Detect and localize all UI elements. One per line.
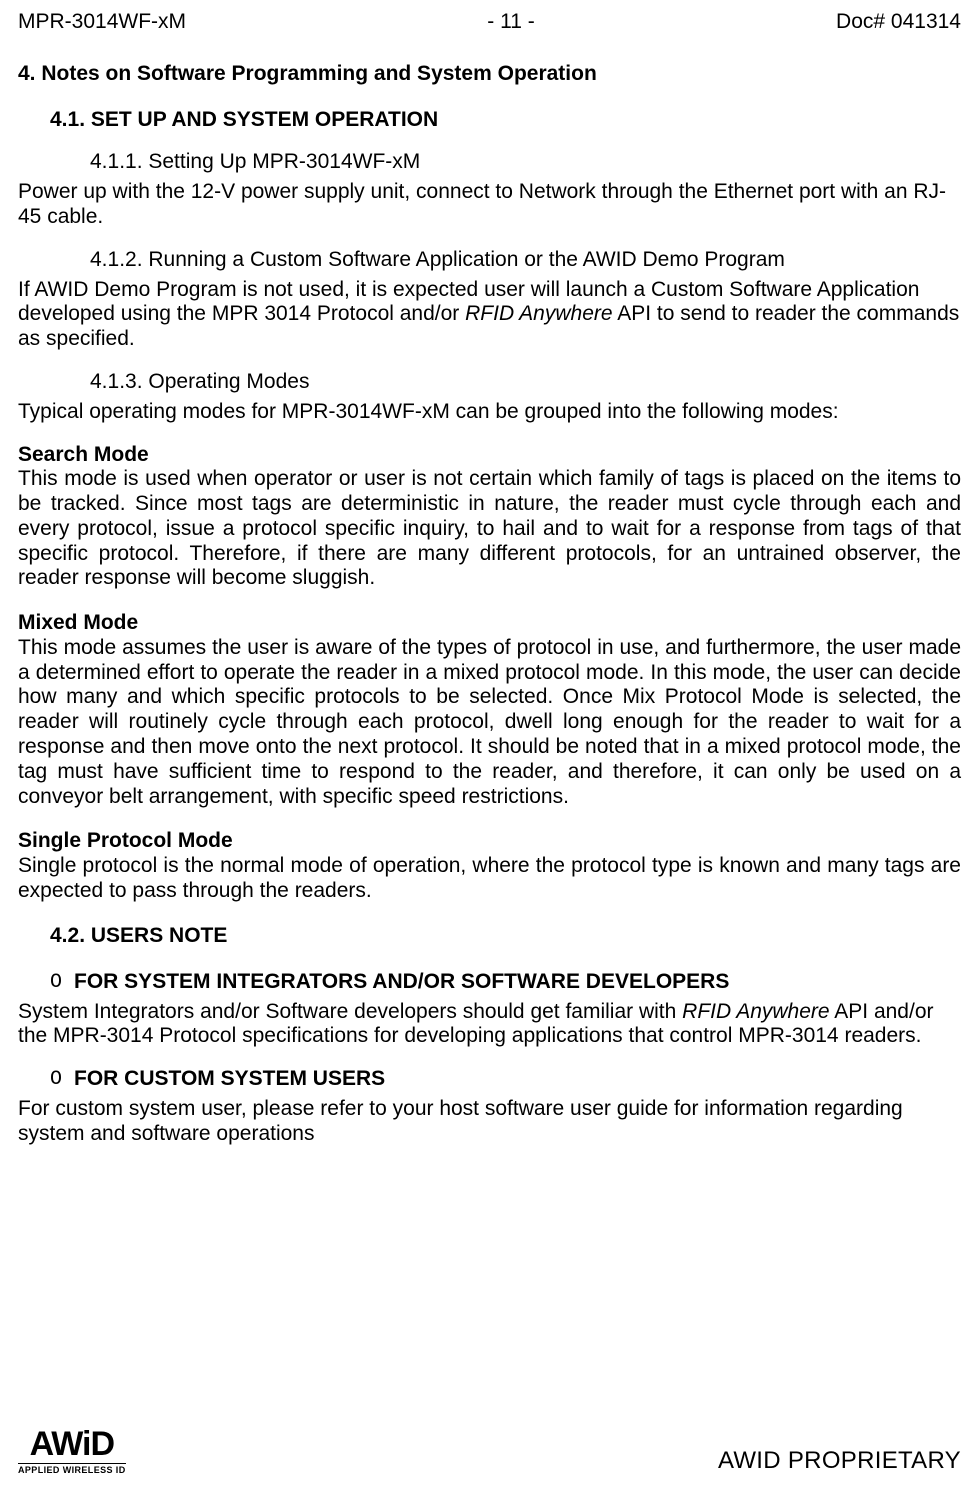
- header-right: Doc# 041314: [836, 10, 961, 34]
- section-4-1-title: 4.1. SET UP AND SYSTEM OPERATION: [50, 108, 961, 132]
- page-footer: AWiD APPLIED WIRELESS ID AWID PROPRIETAR…: [18, 1427, 961, 1475]
- section-4-1-1-body: Power up with the 12-V power supply unit…: [18, 180, 961, 230]
- section-4-2-title: 4.2. USERS NOTE: [50, 924, 961, 948]
- bullet-title-integrators: FOR SYSTEM INTEGRATORS AND/OR SOFTWARE D…: [74, 970, 729, 996]
- bullet-custom-users: O FOR CUSTOM SYSTEM USERS: [50, 1067, 961, 1093]
- section-4-1-2-body: If AWID Demo Program is not used, it is …: [18, 278, 961, 352]
- bullet-custom-users-body: For custom system user, please refer to …: [18, 1097, 961, 1147]
- section-4-title: 4. Notes on Software Programming and Sys…: [18, 62, 961, 86]
- bullet-title-custom-users: FOR CUSTOM SYSTEM USERS: [74, 1067, 385, 1093]
- mixed-mode-body: This mode assumes the user is aware of t…: [18, 636, 961, 809]
- awid-logo: AWiD APPLIED WIRELESS ID: [18, 1427, 126, 1475]
- mixed-mode-title: Mixed Mode: [18, 611, 961, 636]
- rfid-anywhere-term: RFID Anywhere: [465, 302, 612, 325]
- search-mode-body: This mode is used when operator or user …: [18, 467, 961, 591]
- section-4-1-2-title: 4.1.2. Running a Custom Software Applica…: [90, 248, 961, 272]
- bullet-integrators: O FOR SYSTEM INTEGRATORS AND/OR SOFTWARE…: [50, 970, 961, 996]
- search-mode-title: Search Mode: [18, 443, 961, 468]
- search-mode-block: Search Mode This mode is used when opera…: [18, 443, 961, 592]
- bullet-icon: O: [50, 1067, 62, 1093]
- rfid-anywhere-term: RFID Anywhere: [682, 1000, 829, 1023]
- logo-main-text: AWiD: [30, 1427, 114, 1461]
- mixed-mode-block: Mixed Mode This mode assumes the user is…: [18, 611, 961, 809]
- section-4-1-3-body: Typical operating modes for MPR-3014WF-x…: [18, 400, 961, 425]
- bullet-integrators-body: System Integrators and/or Software devel…: [18, 1000, 961, 1050]
- footer-proprietary: AWID PROPRIETARY: [718, 1447, 961, 1475]
- single-mode-title: Single Protocol Mode: [18, 829, 961, 854]
- logo-sub-text: APPLIED WIRELESS ID: [18, 1463, 126, 1475]
- body-text-part: System Integrators and/or Software devel…: [18, 1000, 682, 1023]
- bullet-icon: O: [50, 970, 62, 996]
- single-mode-body: Single protocol is the normal mode of op…: [18, 854, 961, 904]
- header-center: - 11 -: [487, 10, 534, 34]
- section-4-1-1-title: 4.1.1. Setting Up MPR-3014WF-xM: [90, 150, 961, 174]
- single-mode-block: Single Protocol Mode Single protocol is …: [18, 829, 961, 903]
- page-header: MPR-3014WF-xM - 11 - Doc# 041314: [18, 10, 961, 34]
- section-4-1-3-title: 4.1.3. Operating Modes: [90, 370, 961, 394]
- header-left: MPR-3014WF-xM: [18, 10, 186, 34]
